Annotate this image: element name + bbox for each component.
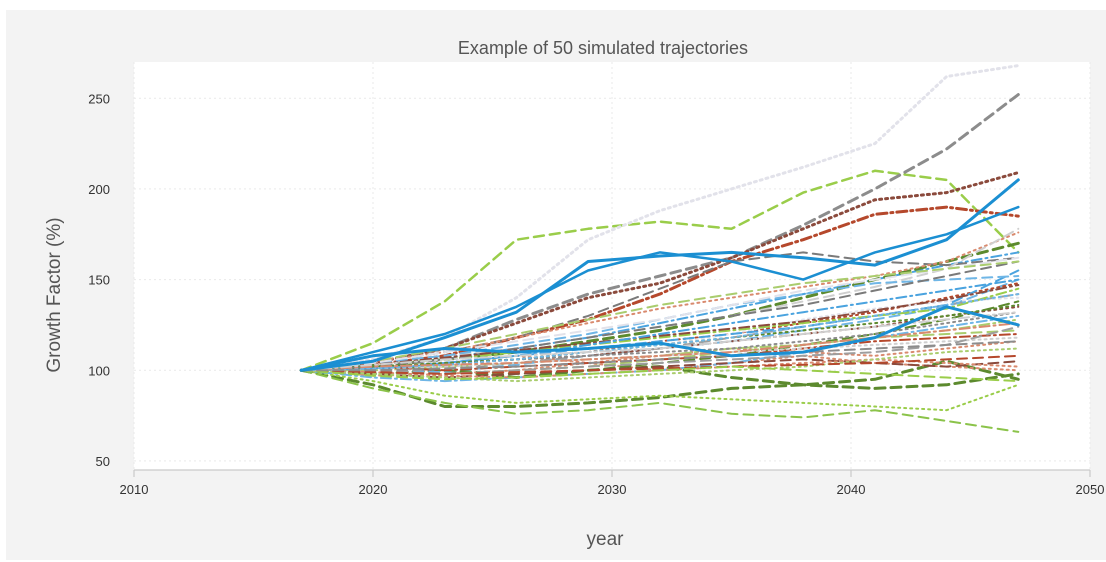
y-tick-label: 50 [96,454,110,469]
y-tick-label: 150 [88,273,110,288]
series-line-48 [300,311,1020,372]
series-line-3 [300,205,1020,372]
series-line-43 [300,354,1020,375]
y-tick-label: 200 [88,182,110,197]
series-line-11 [300,369,1020,412]
x-tick-label: 2010 [120,482,149,497]
y-axis-label: Growth Factor (%) [44,217,65,372]
series-line-4 [300,169,1020,372]
x-tick-label: 2040 [837,482,866,497]
figure-frame: Example of 50 simulated trajectories 201… [6,10,1106,560]
axes: 2010 2020 2030 2040 2050 50 100 150 200 250 [88,91,1104,497]
series-line-34 [300,358,1020,379]
series-line-9 [299,359,1020,408]
series-line-1 [299,178,1020,372]
x-tick-label: 2020 [359,482,388,497]
series-line-39 [300,284,1020,372]
series-line-10 [300,369,1020,433]
series-line-45 [300,365,1020,383]
series-line-47 [300,322,1020,372]
series-line-49 [300,340,1020,372]
y-tick-label: 100 [88,363,110,378]
series-line-44 [300,256,1020,372]
series-layer [299,64,1020,433]
series-line-50 [300,260,1020,372]
y-tick-label: 250 [88,91,110,106]
chart-title: Example of 50 simulated trajectories [458,38,748,58]
x-axis-label: year [587,529,625,550]
x-tick-label: 2050 [1076,482,1105,497]
series-line-36 [300,336,1020,372]
x-tick-label: 2030 [598,482,627,497]
line-chart: Example of 50 simulated trajectories 201… [44,38,1104,550]
series-line-38 [300,347,1020,383]
series-line-2 [299,305,1020,372]
